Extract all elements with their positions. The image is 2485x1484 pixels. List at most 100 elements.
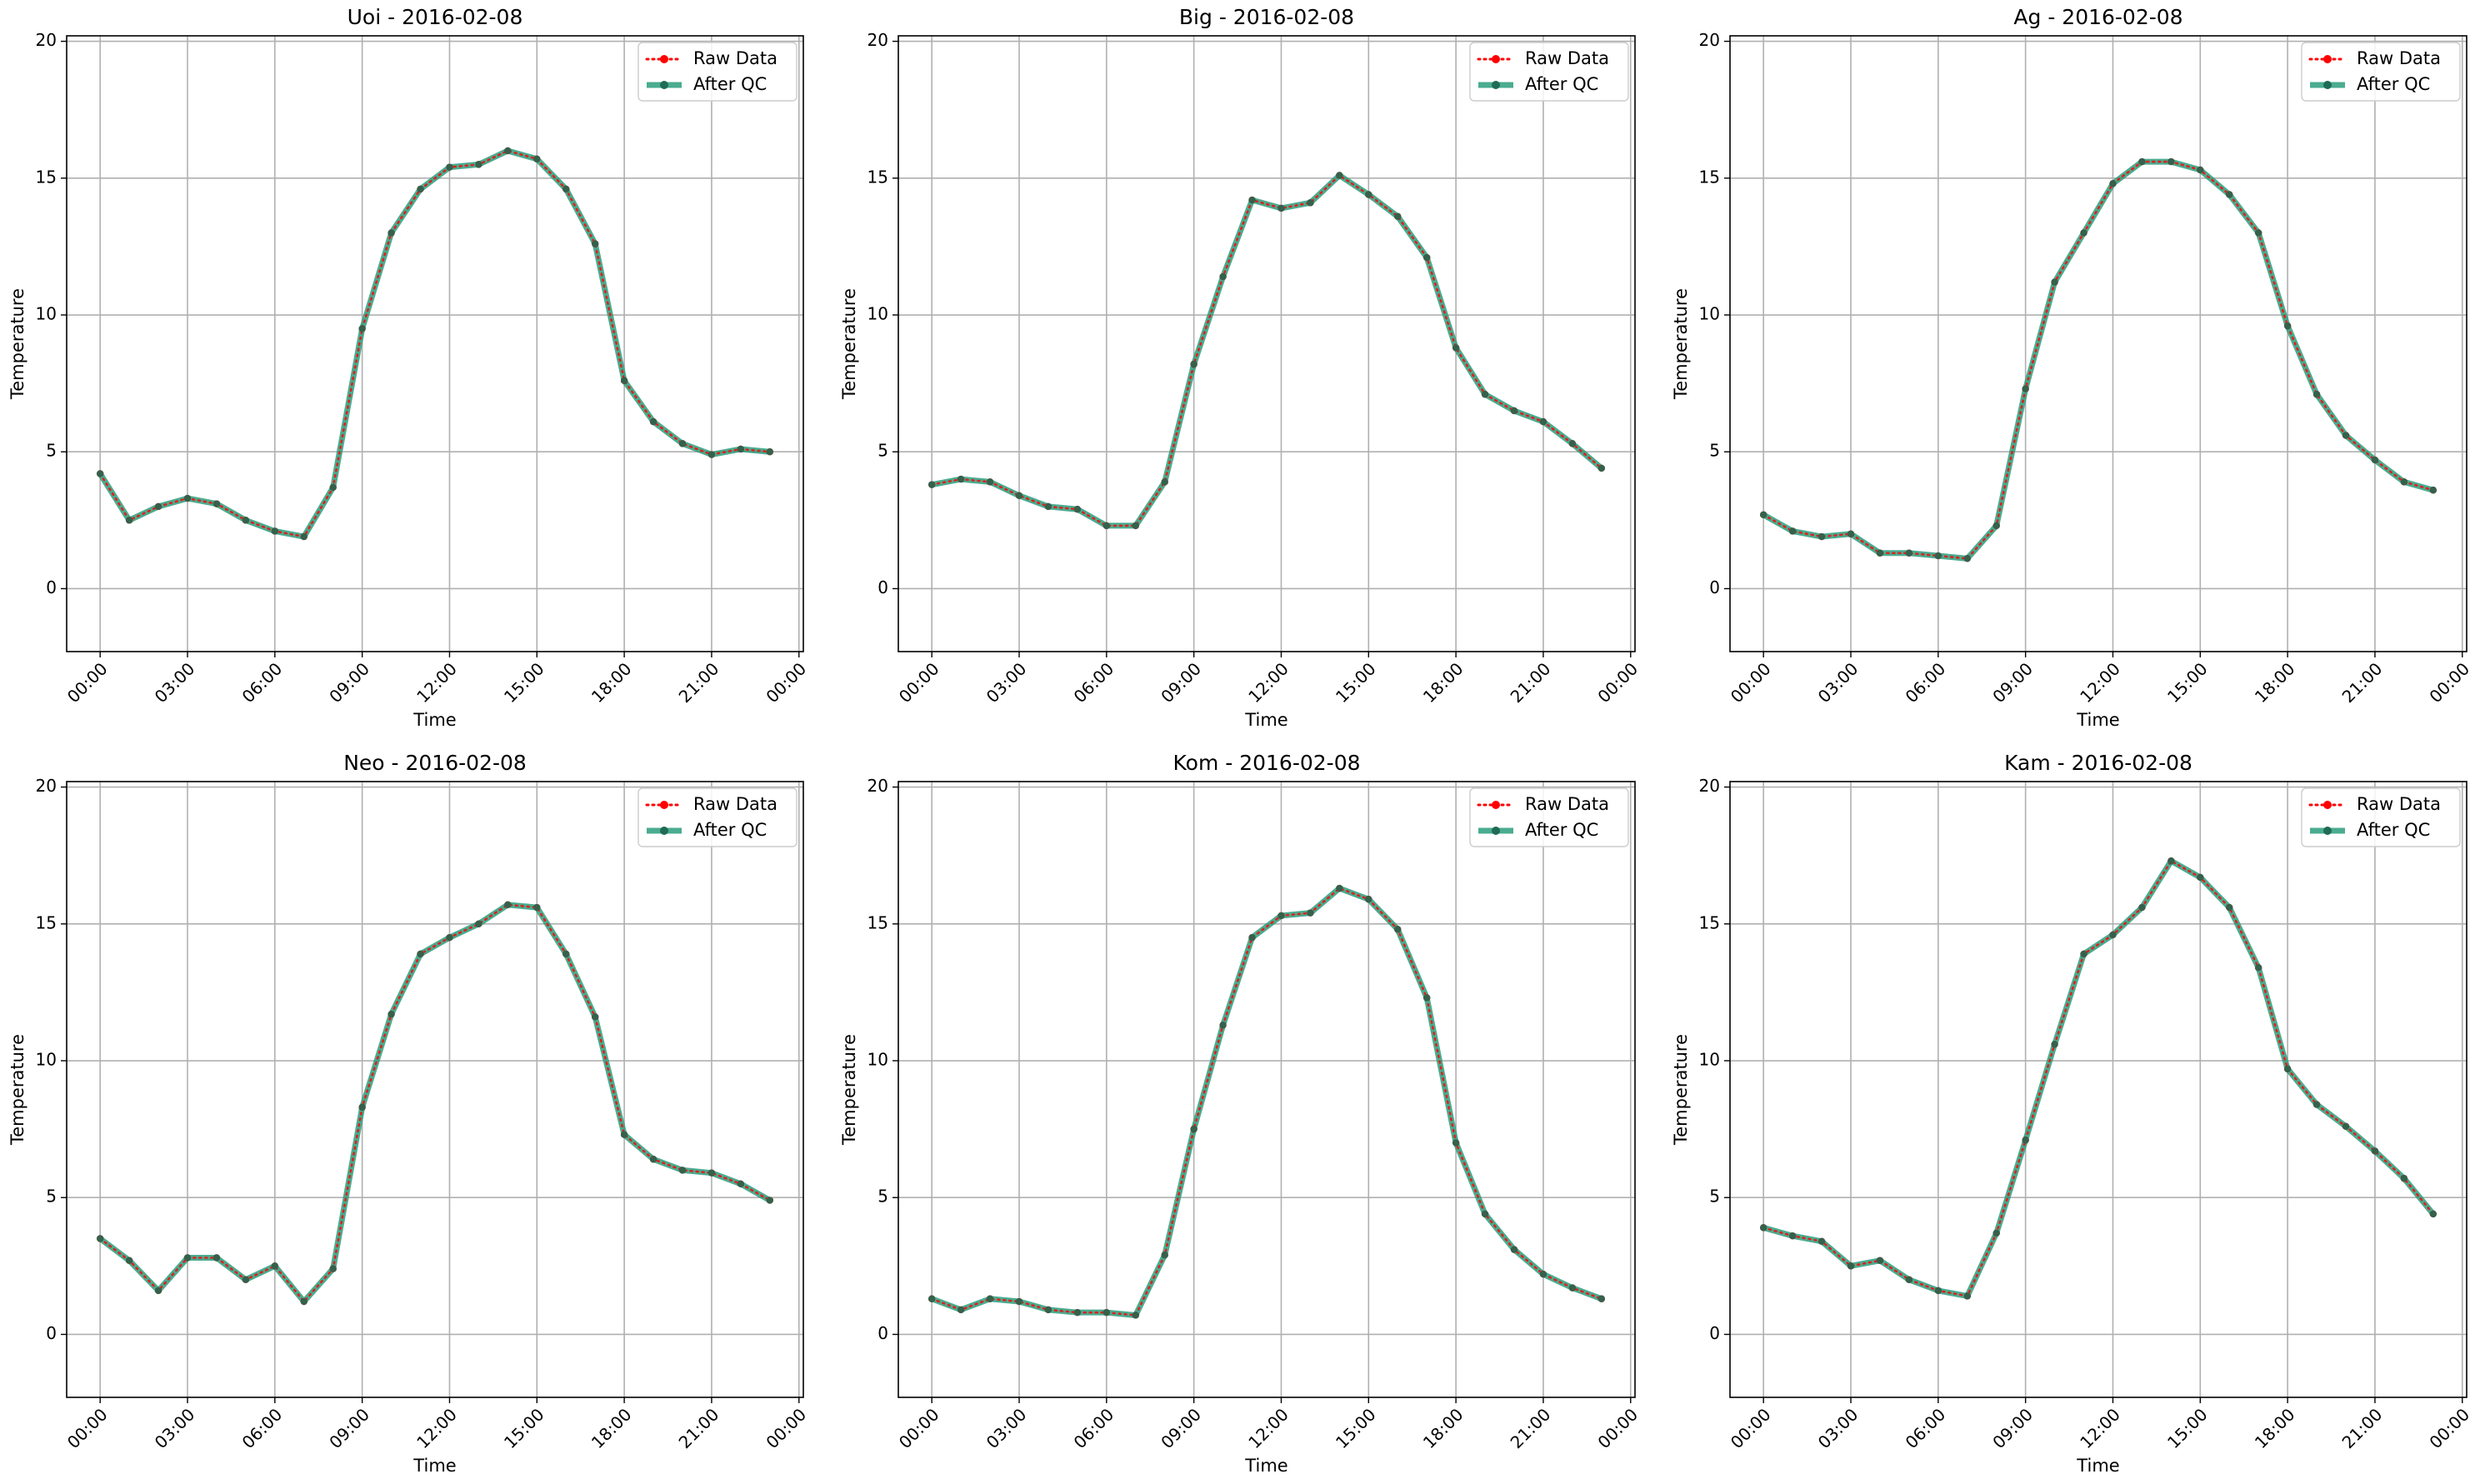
- after-qc-point: [2051, 278, 2058, 286]
- after-qc-point: [212, 1254, 221, 1262]
- subplot-4: 00:00 03:00 06:00 09:00 12:00 15:00 18:00 21:00…: [8, 751, 810, 1476]
- axes-frame: [1729, 35, 2468, 652]
- y-tick-label: 10: [868, 304, 888, 324]
- after-qc-point: [1190, 360, 1198, 368]
- after-qc-point: [678, 1167, 687, 1174]
- after-qc-point: [2109, 931, 2117, 939]
- x-tick-label: 06:00: [238, 658, 287, 707]
- y-tick-label: 15: [1699, 167, 1720, 187]
- after-qc-point: [2400, 478, 2408, 486]
- after-qc-point: [708, 451, 716, 458]
- after-qc-point: [446, 163, 453, 171]
- after-qc-point: [358, 1103, 366, 1112]
- raw-data-line: [930, 173, 1603, 527]
- x-tick-label: 15:00: [2163, 658, 2212, 707]
- after-qc-point: [96, 1235, 104, 1242]
- y-tick-label: 0: [878, 577, 888, 597]
- y-axis-label: Temperature: [8, 288, 28, 400]
- y-tick-label: 10: [868, 1050, 888, 1070]
- after-qc-point: [1073, 1308, 1082, 1317]
- legend-qc-marker: [1492, 81, 1500, 89]
- after-qc-point: [125, 1257, 133, 1264]
- y-axis-label: Temperature: [8, 1034, 28, 1146]
- y-tick-label: 5: [46, 441, 57, 461]
- after-qc-point: [1759, 1224, 1768, 1232]
- y-tick-label: 5: [1709, 441, 1720, 461]
- legend-raw-marker: [1492, 55, 1500, 63]
- after-qc-point: [1818, 532, 1826, 541]
- after-qc-point: [1598, 464, 1606, 472]
- y-tick-label: 0: [46, 577, 57, 597]
- y-tick-label: 10: [36, 1050, 57, 1070]
- after-qc-point: [1847, 530, 1855, 537]
- x-tick-label: 00:00: [2425, 1404, 2473, 1452]
- after-qc-point: [2254, 229, 2262, 237]
- subplot-2: 00:00 03:00 06:00 09:00 12:00 15:00 18:00 21:00…: [839, 5, 1642, 730]
- x-tick-label: 06:00: [1902, 658, 1950, 707]
- x-tick-label: 00:00: [1593, 658, 1642, 707]
- x-tick-label: 15:00: [500, 658, 548, 707]
- after-qc-point: [2371, 456, 2379, 464]
- after-qc-point: [2080, 950, 2088, 958]
- x-tick-label: 03:00: [151, 1404, 199, 1452]
- y-tick-label: 5: [878, 1187, 888, 1207]
- after-qc-point: [1539, 417, 1548, 426]
- after-qc-point: [986, 1295, 994, 1302]
- y-tick-label: 15: [868, 912, 888, 932]
- legend-qc-label: After QC: [693, 74, 767, 94]
- legend: Raw Data After QC: [1469, 787, 1629, 847]
- after-qc-point: [620, 1131, 628, 1138]
- after-qc-point: [2400, 1175, 2408, 1182]
- subplot-title: Kam - 2016-02-08: [2004, 751, 2192, 775]
- x-tick-label: 09:00: [325, 1404, 373, 1452]
- after-qc-point: [242, 517, 250, 524]
- after-qc-point: [2138, 157, 2146, 166]
- after-qc-point: [1992, 522, 2000, 530]
- plot-area: [1730, 782, 2467, 1397]
- after-qc-point: [1481, 1210, 1489, 1218]
- after-qc-point: [475, 920, 482, 927]
- legend-qc-label: After QC: [693, 820, 767, 840]
- x-axis-label: Time: [2076, 710, 2119, 730]
- y-tick-label: 0: [1709, 1323, 1720, 1343]
- after-qc-point: [620, 377, 628, 385]
- after-qc-point: [986, 478, 994, 486]
- after-qc-point: [417, 185, 424, 193]
- y-axis-label: Temperature: [1671, 288, 1691, 400]
- after-qc-point: [1219, 1022, 1227, 1029]
- x-tick-label: 06:00: [238, 1404, 287, 1452]
- after-qc-point: [2254, 964, 2262, 972]
- after-qc-point: [358, 325, 366, 332]
- y-tick-label: 20: [36, 776, 57, 796]
- after-qc-point: [2138, 903, 2146, 912]
- after-qc-point: [388, 229, 395, 237]
- subplot-title: Kom - 2016-02-08: [1173, 751, 1361, 775]
- x-tick-label: 09:00: [325, 658, 373, 707]
- x-axis-label: Time: [1244, 1456, 1288, 1476]
- x-tick-label: 00:00: [63, 1404, 112, 1452]
- after-qc-point: [1278, 912, 1285, 920]
- subplot-title: Big - 2016-02-08: [1179, 5, 1354, 29]
- x-tick-label: 03:00: [151, 658, 199, 707]
- x-tick-label: 03:00: [1814, 658, 1862, 707]
- subplot-title: Uoi - 2016-02-08: [348, 5, 523, 29]
- after-qc-point: [1336, 172, 1343, 179]
- x-tick-label: 18:00: [2251, 1404, 2299, 1452]
- after-qc-point: [2080, 229, 2088, 237]
- after-qc-point: [1248, 934, 1256, 942]
- after-qc-point: [271, 527, 279, 535]
- after-qc-point: [2342, 1122, 2350, 1131]
- x-axis-label: Time: [412, 710, 456, 730]
- after-qc-point: [1073, 506, 1082, 513]
- after-qc-point: [1963, 1292, 1971, 1300]
- y-tick-label: 5: [878, 441, 888, 461]
- y-tick-label: 20: [868, 776, 888, 796]
- raw-data-line: [1762, 859, 2435, 1297]
- after-qc-point: [957, 1306, 965, 1314]
- after-qc-point: [2226, 903, 2233, 912]
- legend-raw-marker: [660, 801, 668, 809]
- legend-raw-label: Raw Data: [1525, 794, 1609, 814]
- axes-frame: [66, 35, 804, 652]
- x-tick-label: 03:00: [982, 1404, 1031, 1452]
